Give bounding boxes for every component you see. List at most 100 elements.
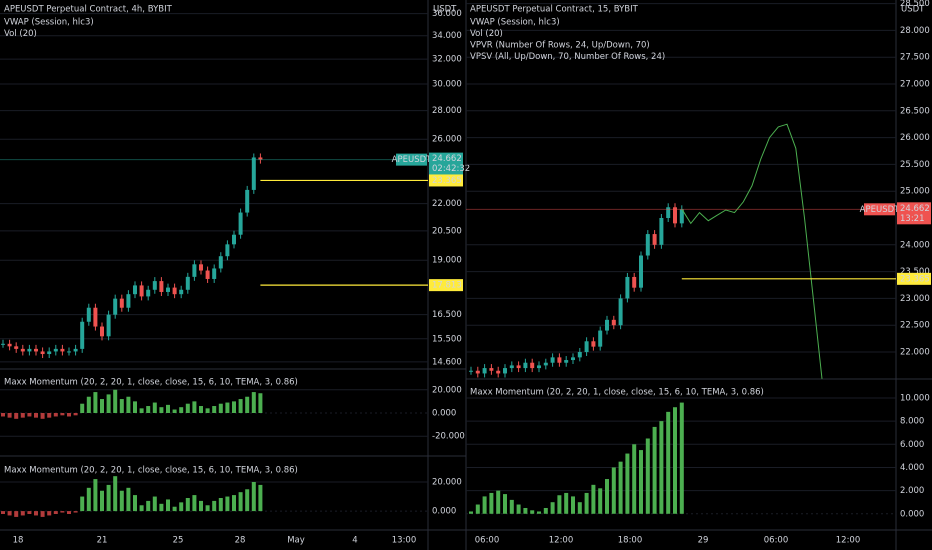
- y-tick-label: 4.000: [900, 463, 924, 473]
- momentum-bar: [258, 393, 263, 413]
- momentum-bar: [20, 413, 25, 418]
- symbol-tag: [396, 153, 427, 166]
- momentum-bar: [106, 394, 111, 413]
- momentum-bar: [73, 413, 78, 416]
- momentum-bar: [251, 482, 256, 512]
- x-tick-label: 12:00: [549, 536, 574, 546]
- momentum-bar: [146, 406, 151, 413]
- price-tag: [897, 202, 931, 225]
- momentum-bar: [126, 396, 131, 413]
- y-tick-label: 26.000: [900, 133, 930, 143]
- momentum-bar: [557, 495, 562, 514]
- candle-body: [192, 264, 197, 277]
- y-tick-label: 26.000: [432, 135, 462, 145]
- candle-body: [666, 207, 671, 218]
- candle-body: [218, 256, 223, 269]
- price-tag-text: 24.662: [900, 204, 930, 214]
- x-tick-label: 21: [97, 536, 108, 546]
- momentum-bar: [27, 511, 32, 514]
- momentum-bar: [232, 401, 236, 413]
- momentum-bar: [139, 408, 144, 413]
- candle-body: [159, 281, 164, 292]
- study-label: Maxx Momentum (20, 2, 20, 1, close, clos…: [470, 388, 764, 398]
- momentum-bar: [60, 511, 65, 513]
- candle-body: [139, 285, 144, 297]
- x-tick-label: 06:00: [764, 536, 789, 546]
- x-tick-label: 06:00: [475, 536, 500, 546]
- momentum-bar: [564, 492, 569, 514]
- candle-body: [245, 189, 250, 213]
- candle-body: [232, 234, 236, 245]
- candle-body: [53, 348, 58, 352]
- momentum-bar: [113, 389, 118, 413]
- y-tick-label: 14.600: [432, 357, 462, 367]
- momentum-bar: [166, 499, 170, 512]
- momentum-bar: [666, 411, 671, 514]
- candle-body: [251, 157, 256, 190]
- candle-body: [509, 365, 514, 369]
- candle-body: [550, 357, 555, 363]
- candle-body: [126, 294, 131, 308]
- candle-body: [645, 234, 650, 256]
- candle-body: [199, 264, 203, 271]
- momentum-bar: [537, 511, 541, 514]
- study-label: VPVR (Number Of Rows, 24, Up/Down, 70): [470, 41, 650, 51]
- momentum-bar: [238, 492, 243, 512]
- candle-body: [1, 343, 5, 345]
- study-label: VWAP (Session, hlc3): [4, 18, 94, 28]
- momentum-bar: [659, 421, 664, 514]
- momentum-bar: [652, 426, 657, 514]
- candle-body: [523, 362, 528, 369]
- projection-line: [681, 123, 823, 379]
- momentum-bar: [20, 511, 25, 516]
- y-tick-label: 28.000: [432, 106, 462, 116]
- momentum-bar: [516, 504, 521, 514]
- candle-body: [225, 244, 230, 257]
- x-tick-label: 18: [13, 536, 24, 546]
- candle-body: [625, 276, 630, 299]
- candle-body: [152, 281, 157, 290]
- momentum-bar: [605, 479, 609, 514]
- level-tag: [897, 272, 931, 285]
- momentum-bar: [571, 496, 575, 514]
- momentum-bar: [251, 392, 256, 413]
- momentum-bar: [139, 505, 144, 512]
- x-tick-label: 25: [173, 536, 184, 546]
- momentum-bar: [245, 489, 250, 512]
- momentum-bar: [199, 406, 203, 413]
- momentum-bar: [503, 494, 507, 514]
- y-tick-label: 20.000: [432, 385, 462, 395]
- momentum-bar: [639, 450, 643, 514]
- candle-body: [113, 298, 118, 315]
- momentum-bar: [106, 484, 111, 512]
- momentum-bar: [225, 402, 230, 413]
- momentum-bar: [100, 490, 104, 512]
- momentum-bar: [205, 505, 210, 512]
- candle-body: [584, 341, 589, 353]
- y-tick-label: 2.000: [900, 486, 924, 496]
- candle-body: [34, 348, 38, 352]
- momentum-bar: [80, 403, 85, 413]
- momentum-bar: [238, 399, 243, 413]
- candle-body: [133, 285, 137, 295]
- momentum-bar: [212, 406, 217, 413]
- chart-title: APEUSDT Perpetual Contract, 4h, BYBIT: [4, 5, 173, 15]
- x-tick-label: 29: [698, 536, 709, 546]
- level-tag-text: 23.365: [432, 176, 462, 186]
- candle-body: [598, 330, 603, 347]
- candle-body: [119, 298, 124, 308]
- momentum-bar: [625, 453, 630, 514]
- momentum-bar: [199, 500, 203, 512]
- candle-body: [482, 368, 487, 374]
- momentum-bar: [73, 511, 78, 513]
- candle-body: [258, 157, 263, 160]
- currency-label: USDT: [901, 5, 925, 15]
- x-tick-label: 12:00: [836, 536, 861, 546]
- candle-body: [611, 319, 616, 326]
- momentum-bar: [185, 403, 190, 413]
- y-tick-label: 28.500: [900, 0, 930, 9]
- y-tick-label: 26.500: [900, 106, 930, 116]
- candle-body: [673, 207, 677, 224]
- candle-body: [496, 370, 501, 374]
